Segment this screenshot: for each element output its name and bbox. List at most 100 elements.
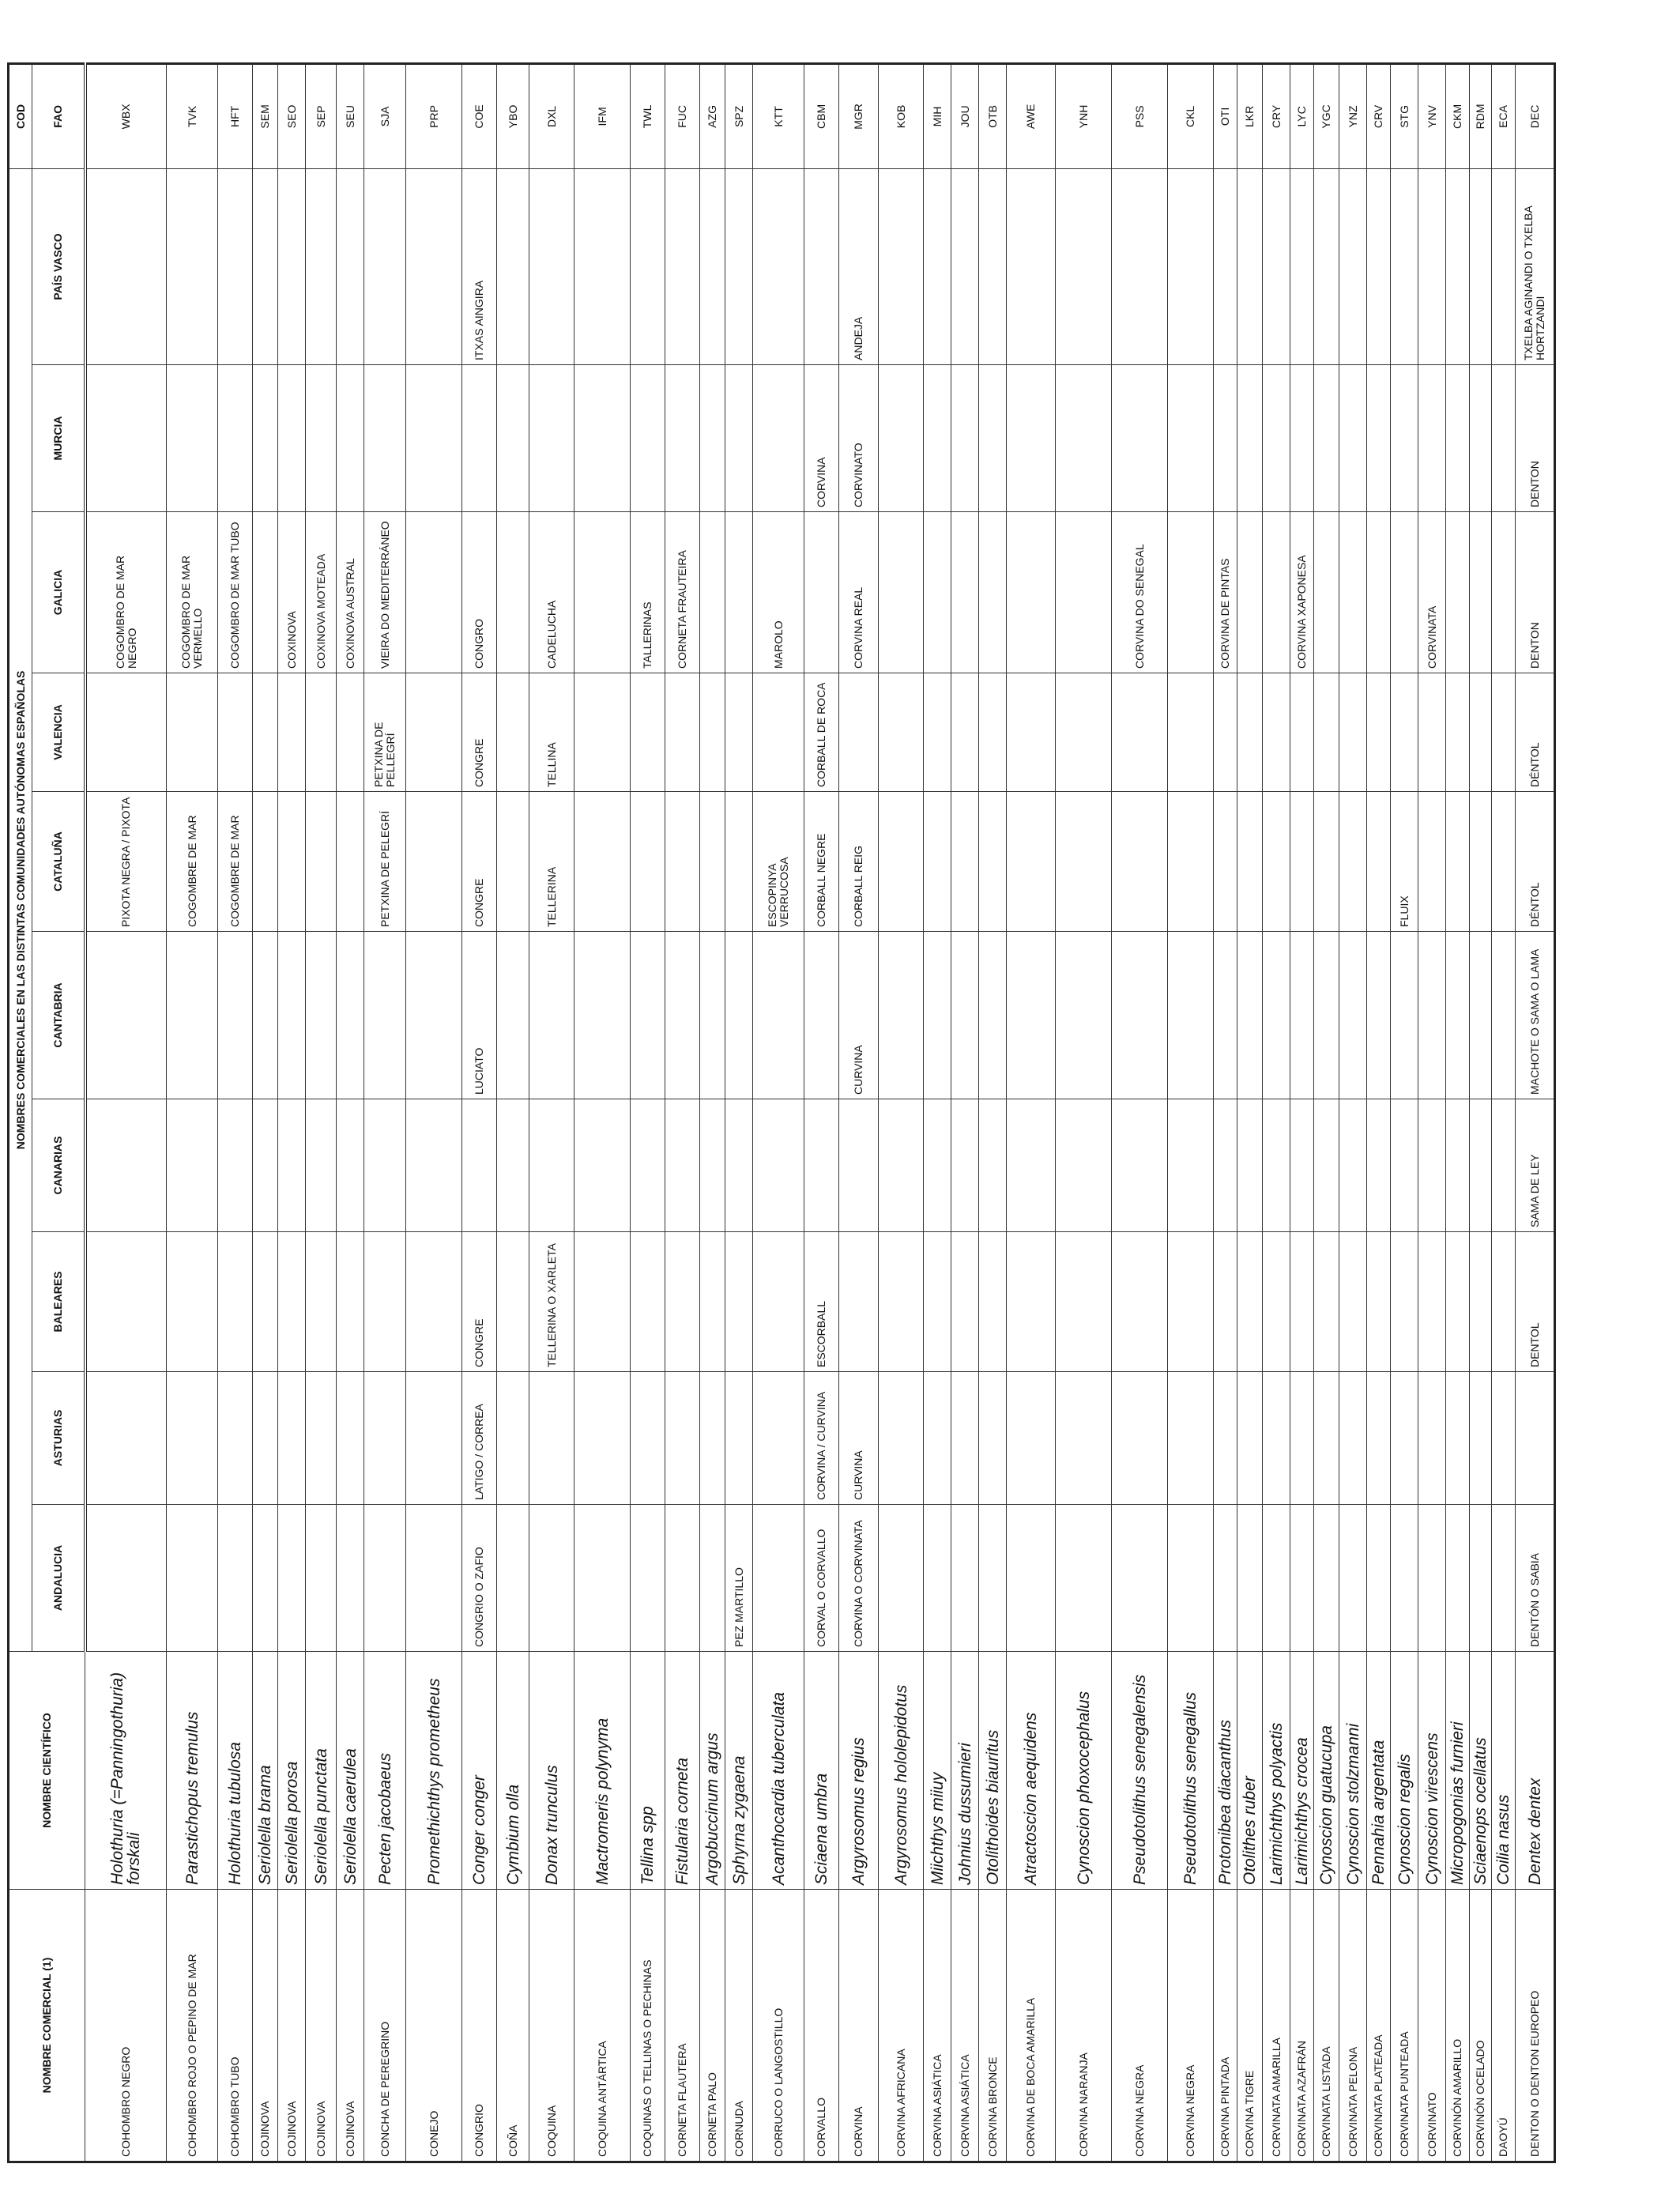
cell <box>699 791 725 932</box>
cell <box>277 1099 306 1232</box>
cell <box>878 791 924 932</box>
cell: DENTON O DENTON EUROPEO <box>1515 1889 1555 2162</box>
cell <box>923 364 951 512</box>
cell <box>405 673 462 792</box>
cell: CORVINA <box>804 364 839 512</box>
column-header: CANARIAS <box>32 1099 85 1232</box>
cell <box>923 168 951 365</box>
cell: CORVINATO <box>838 364 879 512</box>
cell <box>1469 931 1492 1099</box>
cell: TALLERINAS <box>630 511 665 673</box>
cell <box>85 1371 167 1505</box>
cell: TXELBA AGINANDI O TXELBA HORTZANDI <box>1515 168 1555 365</box>
cell <box>878 1504 924 1652</box>
cell: CORVINA <box>838 1889 879 2162</box>
cell <box>752 1231 804 1372</box>
scientific-name: Cynoscion phoxocephalus <box>1055 1651 1112 1890</box>
cell: CORVINA DE PINTAS <box>1213 511 1237 673</box>
fao-code: SEP <box>305 63 337 169</box>
table-row: CORVINATA PUNTEADA Cynoscion regalis FLUIX… <box>1390 63 1418 2162</box>
cell <box>305 1371 337 1505</box>
cell: FLUIX <box>1390 791 1418 932</box>
cell <box>1339 1504 1367 1652</box>
cell: CORVINA NEGRA <box>1111 1889 1168 2162</box>
scientific-name: Atractoscion aequidens <box>1006 1651 1056 1890</box>
cell: COXINOVA <box>277 511 306 673</box>
scientific-name: Cynoscion guatucupa <box>1313 1651 1339 1890</box>
cell: CORVINA AFRICANA <box>878 1889 924 2162</box>
fao-code: YBO <box>496 63 529 169</box>
table-row: CONGRIO Conger conger CONGRIO O ZAFIO LATIG… <box>461 63 497 2162</box>
table-row: CORVINATO Cynoscion virescens CORVINATA YNV <box>1418 63 1446 2162</box>
cell: COJINOVA <box>305 1889 337 2162</box>
cell <box>1313 1099 1339 1232</box>
cell <box>699 673 725 792</box>
fao-code: CBM <box>804 63 839 169</box>
cell <box>405 1099 462 1232</box>
cell: ESCOPINYA VERRUCOSA <box>752 791 804 932</box>
cell <box>1491 168 1516 365</box>
cell: CORVINATA LISTADA <box>1313 1889 1339 2162</box>
cell <box>1111 673 1168 792</box>
scientific-name: Sciaenops ocellatus <box>1469 1651 1492 1890</box>
cell: CORBALL DE ROCA <box>804 673 839 792</box>
cell <box>252 1504 278 1652</box>
cell <box>1213 1504 1237 1652</box>
cell: CONGRIO O ZAFIO <box>461 1504 497 1652</box>
scientific-name: Micropogonias furnieri <box>1445 1651 1470 1890</box>
cell <box>1262 1099 1290 1232</box>
cell <box>699 1231 725 1372</box>
cell: CORVINA / CURVINA <box>804 1371 839 1505</box>
cell <box>363 1504 406 1652</box>
fao-code: TWL <box>630 63 665 169</box>
scientific-name: Seriolella brama <box>252 1651 278 1890</box>
fao-code: MIH <box>923 63 951 169</box>
cell <box>1237 364 1263 512</box>
cell: MAROLO <box>752 511 804 673</box>
cell: COJINOVA <box>336 1889 364 2162</box>
scientific-name: Donax trunculus <box>529 1651 574 1890</box>
cell <box>252 364 278 512</box>
fao-code: CRY <box>1262 63 1290 169</box>
cell: TELLERINA <box>529 791 574 932</box>
cell <box>1390 511 1418 673</box>
cell <box>752 931 804 1099</box>
cell: CONGRIO <box>461 1889 497 2162</box>
cell <box>1313 931 1339 1099</box>
cell <box>1167 1099 1214 1232</box>
cell <box>1339 364 1367 512</box>
cell: CORVINA BRONCE <box>978 1889 1007 2162</box>
cell: CORVALLO <box>804 1889 839 2162</box>
cell: COXINOVA AUSTRAL <box>336 511 364 673</box>
cell <box>1055 1099 1112 1232</box>
cell <box>1262 364 1290 512</box>
cell <box>699 1504 725 1652</box>
cell <box>305 364 337 512</box>
cell <box>277 1231 306 1372</box>
cell <box>1515 1371 1555 1505</box>
table-row: CORVINA BRONCE Otolithoides biauritus OTB <box>978 63 1007 2162</box>
cell: DÉNTOL <box>1515 791 1555 932</box>
cell <box>1237 791 1263 932</box>
table-row: CORVINATA PLATEADA Pennahia argentata CRV <box>1366 63 1391 2162</box>
cell <box>951 673 979 792</box>
rotated-sheet: NOMBRE COMERCIAL (1) NOMBRE CIENTÍFICO NOM… <box>7 62 1558 2163</box>
cell <box>1469 791 1492 932</box>
cell: CORVINATA AMARILLA <box>1262 1889 1290 2162</box>
cell: CORVINATA PELONA <box>1339 1889 1367 2162</box>
cell <box>405 1231 462 1372</box>
cell <box>665 673 700 792</box>
scientific-name: Seriolella porosa <box>277 1651 306 1890</box>
cell <box>405 791 462 932</box>
cell <box>305 1099 337 1232</box>
cell <box>878 1099 924 1232</box>
cell <box>1418 364 1446 512</box>
cell <box>1213 673 1237 792</box>
cell <box>978 791 1007 932</box>
cell <box>951 364 979 512</box>
cell: DENTOL <box>1515 1231 1555 1372</box>
cell <box>1167 1231 1214 1372</box>
cell <box>1469 364 1492 512</box>
table-title: NOMBRES COMERCIALES EN LAS DISTINTAS COM… <box>8 168 32 1652</box>
